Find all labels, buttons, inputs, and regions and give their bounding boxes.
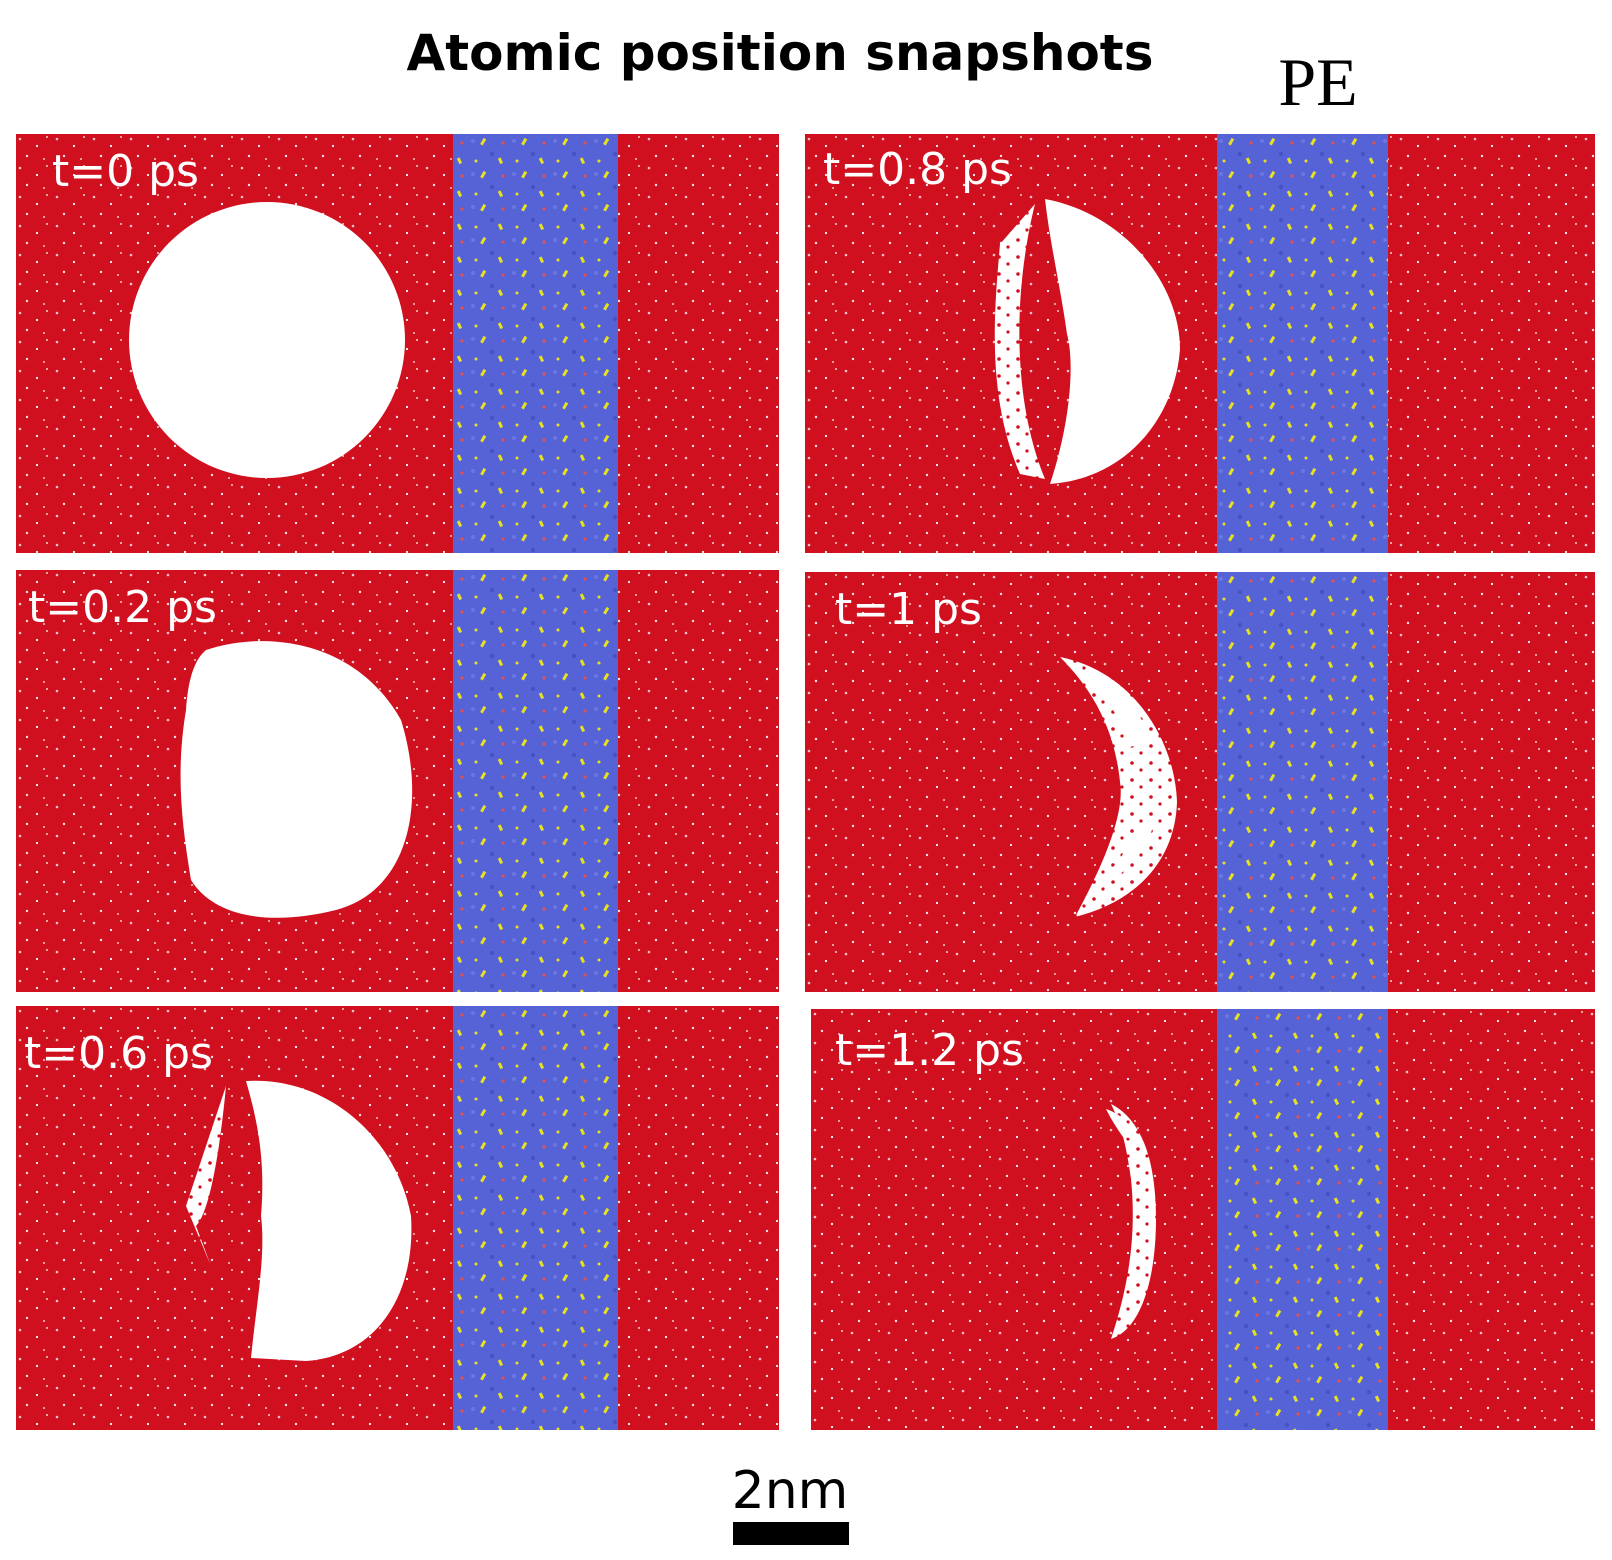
panel-label: t=0.8 ps [823, 144, 1012, 195]
snapshot-panel: t=1 ps [805, 572, 1595, 992]
snapshot-panel: t=0.6 ps [16, 1006, 779, 1430]
panel-label: t=0.2 ps [28, 582, 217, 633]
panel-label: t=1 ps [835, 584, 982, 635]
scale-bar [733, 1522, 849, 1545]
panel-label: t=1.2 ps [835, 1025, 1024, 1076]
snapshot-panel: t=0.2 ps [16, 570, 779, 992]
panel-label: t=0.6 ps [24, 1028, 213, 1079]
pe-label: PE [1278, 44, 1357, 120]
scale-bar-label: 2nm [732, 1461, 849, 1521]
figure-title: Atomic position snapshots [407, 24, 1154, 82]
snapshot-panel: t=0.8 ps [805, 134, 1595, 553]
panel-label: t=0 ps [52, 146, 199, 197]
snapshot-panel: t=0 ps [16, 134, 779, 553]
snapshot-panel: t=1.2 ps [811, 1009, 1595, 1430]
